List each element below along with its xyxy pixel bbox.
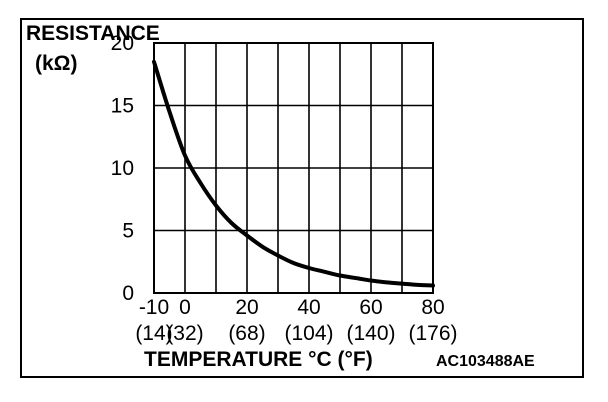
x-tick-label-fahrenheit: (68) [228, 322, 265, 345]
x-tick-label-celsius: -10 [139, 296, 169, 319]
x-tick-label-celsius: 0 [179, 296, 191, 319]
x-tick-label-fahrenheit: (14) [135, 322, 172, 345]
x-tick-label-fahrenheit: (176) [408, 322, 457, 345]
x-axis-ticks-fahrenheit: (14)(32) (68) (104) (140) (176) [135, 322, 457, 345]
y-tick-label: 20 [111, 32, 134, 55]
y-axis-label: RESISTANCE [26, 22, 160, 45]
y-tick-label: 5 [122, 220, 134, 243]
y-tick-label: 10 [111, 157, 134, 180]
y-axis-ticks: 0 5 10 15 20 [111, 32, 134, 305]
figure-id: AC103488AE [436, 353, 535, 370]
x-tick-label-fahrenheit: (104) [284, 322, 333, 345]
x-tick-label-fahrenheit: (32) [166, 322, 203, 345]
x-axis-label: TEMPERATURE °C (°F) [144, 348, 373, 371]
grid-lines [153, 42, 434, 294]
x-tick-label-celsius: 80 [421, 296, 444, 319]
y-axis-unit: (kΩ) [35, 52, 78, 75]
figure-frame [20, 18, 584, 378]
x-tick-label-fahrenheit: (140) [346, 322, 395, 345]
y-tick-label: 15 [111, 95, 134, 118]
y-tick-label: 0 [122, 282, 134, 305]
x-tick-label-celsius: 20 [235, 296, 258, 319]
x-tick-label-celsius: 60 [359, 296, 382, 319]
x-axis-ticks-celsius: -10 0 20 40 60 80 [139, 296, 445, 319]
resistance-curve [152, 59, 435, 288]
x-tick-label-celsius: 40 [297, 296, 320, 319]
plot-area [153, 42, 434, 294]
